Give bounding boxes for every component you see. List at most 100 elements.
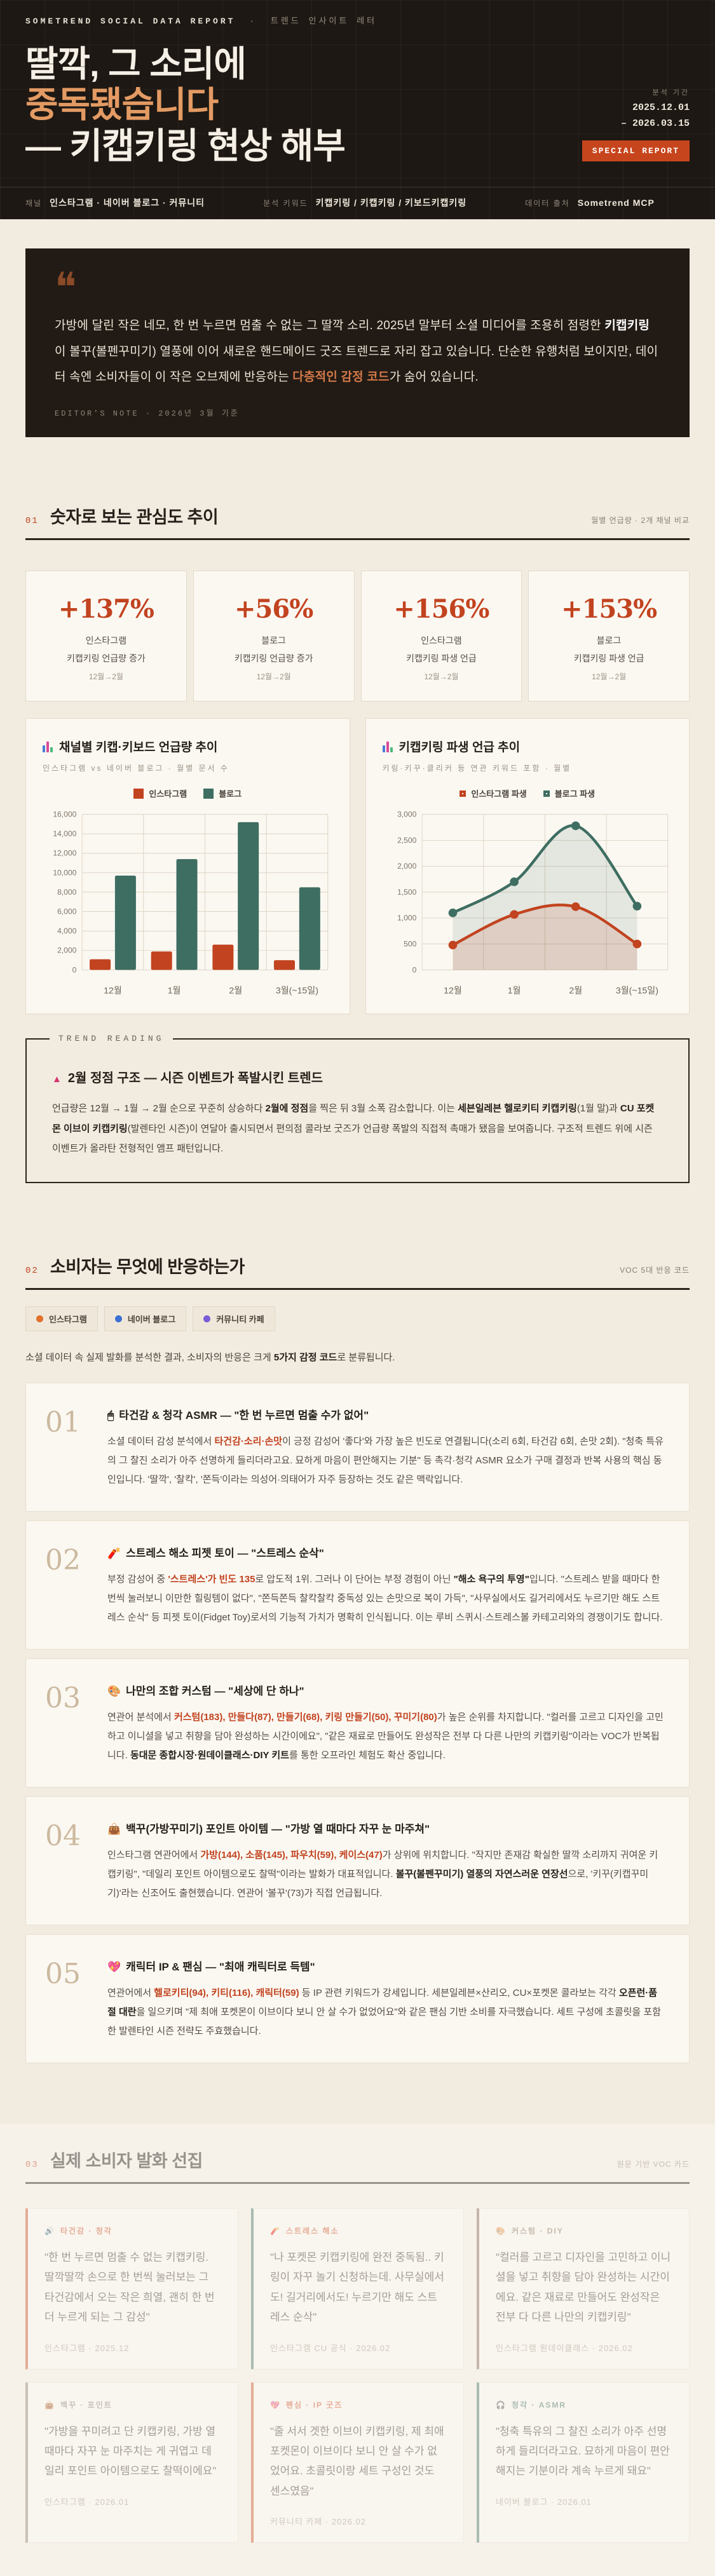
quote-text: "청축 특유의 그 찰진 소리가 아주 선명하게 들리더라고요. 묘하게 마음이… [496,2425,670,2478]
trend-reading-body: 언급량은 12월 → 1월 → 2월 순으로 꾸준히 상승하다 2월에 정점을 … [52,1103,655,1155]
section3-number: 03 [25,2159,39,2170]
legend-swatch-blog-derived [543,790,550,797]
voc-code-item-5: 05 💖 캐릭터 IP & 팬심 — "최애 캐릭터로 득템" 연관어에서 헬로키… [25,1934,690,2063]
bar-chart: 0 2,000 4,000 6,000 8,000 10,000 12,000 14,000 1… [53,810,329,996]
bar-chart-legend: 인스타그램 블로그 [43,787,333,799]
page-title: 딸깍, 그 소리에 중독됐습니다 — 키캡키링 현상 해부 [25,44,346,166]
section-quotes-wrapper: 03 실제 소비자 발화 선집 원문 기반 VOC 카드 🔊 타건감 · 청각 "… [0,2124,715,2576]
voc-code-item-1: 01 🖱 타건감 & 청각 ASMR — "한 번 누르면 멈출 수가 없어" 소… [25,1382,690,1512]
svg-text:12,000: 12,000 [53,849,76,858]
svg-text:2월: 2월 [569,986,582,996]
bar-chart-subtitle: 인스타그램 vs 네이버 블로그 · 월별 문서 수 [43,764,229,773]
stat-card: +153% 블로그 키캡키링 파생 언급 12월→2월 [528,571,690,702]
sparkling-heart-icon: 💖 [107,1960,121,1973]
svg-text:1월: 1월 [507,986,521,996]
voc-quote-card-4: 👜 백꾸 · 포인트 "가방을 꾸미려고 단 키캡키링, 가방 열 때마다 자꾸 … [25,2382,238,2544]
section2-intro: 소셜 데이터 속 실제 발화를 분석한 결과, 소비자의 반응은 크게 5가지 … [25,1352,395,1363]
quote-source: 인스타그램 원데이클래스 · 2026.02 [496,2343,633,2353]
svg-text:2,500: 2,500 [397,836,417,845]
quote-source: 인스타그램 · 2025.12 [44,2343,130,2353]
channel-chips: 인스타그램 네이버 블로그 커뮤니티 카페 [25,1306,690,1331]
trend-reading-box: TREND READING ▲ 2월 정점 구조 — 시즌 이벤트가 폭발시킨 트… [25,1034,690,1183]
dot-icon [203,1315,211,1322]
svg-text:2,000: 2,000 [57,946,77,955]
chip-community-cafe: 커뮤니티 카페 [193,1306,275,1331]
eyebrow: SOMETREND SOCIAL DATA REPORT · 트렌드 인사이트 … [0,0,715,26]
headphone-icon: 🎧 [496,2400,507,2410]
sparkling-heart-icon: 💖 [270,2400,281,2410]
editors-note: ❝ 가방에 달린 작은 네모, 한 번 누르면 멈출 수 없는 그 딸깍 소리.… [25,248,690,438]
voc-quote-card-6: 🎧 청각 · ASMR "청축 특유의 그 찰진 소리가 아주 선명하게 들리더라… [477,2382,690,2544]
quote-source: 인스타그램 · 2026.01 [44,2497,130,2507]
firecracker-icon: 🧨 [107,1547,121,1559]
palette-icon: 🎨 [107,1685,121,1697]
voc-code-item-4: 04 👜 백꾸(가방꾸미기) 포인트 아이템 — "가방 열 때마다 자꾸 눈 마… [25,1796,690,1925]
line-chart-legend: 인스타그램 파생 블로그 파생 [383,787,673,799]
palette-icon: 🎨 [496,2226,507,2235]
bar-chart-icon [382,741,393,752]
section2-number: 02 [25,1265,39,1276]
legend-swatch-blog [203,788,214,799]
svg-text:1,500: 1,500 [397,888,417,897]
stat-cards: +137% 인스타그램 키캡키링 언급량 증가 12월→2월 +56% 블로그 … [25,571,690,702]
bar-chart-title: 채널별 키캡·키보드 언급량 추이 [59,741,218,755]
voc-code-item-3: 03 🎨 나만의 조합 커스텀 — "세상에 단 하나" 연관어 분석에서 커스텀… [25,1658,690,1787]
voc-quote-card-5: 💖 팬심 · IP 굿즈 "줄 서서 겟한 이브이 키캡키링, 제 최애 포켓몬이… [251,2382,464,2544]
section1-number: 01 [25,516,39,527]
editors-note-text: 가방에 달린 작은 네모, 한 번 누르면 멈출 수 없는 그 딸깍 소리. 2… [55,318,658,384]
svg-text:1월: 1월 [168,986,181,996]
svg-text:1,000: 1,000 [397,914,417,923]
section-voc-codes: 02 소비자는 무엇에 반응하는가 VOC 5대 반응 코드 인스타그램 네이버… [25,1253,690,2063]
trend-reading-title: ▲ 2월 정점 구조 — 시즌 이벤트가 폭발시킨 트렌드 [52,1071,323,1086]
svg-text:6,000: 6,000 [57,907,77,916]
legend-swatch-instagram [133,788,144,799]
line-chart-card: 키캡키링 파생 언급 추이 키링·키꾸·클리커 등 연관 키워드 포함 · 월별… [365,718,690,1015]
svg-text:0: 0 [72,966,77,975]
newsletter-label: 트렌드 인사이트 레터 [270,17,378,26]
meta-channels: 채널 인스타그램 · 네이버 블로그 · 커뮤니티 [25,198,205,208]
svg-text:14,000: 14,000 [53,829,76,838]
voc-quote-card-1: 🔊 타건감 · 청각 "한 번 누르면 멈출 수 없는 키캡키링. 딸깍딸깍 손으… [25,2207,238,2369]
section2-side-label: VOC 5대 반응 코드 [620,1265,690,1275]
svg-text:10,000: 10,000 [53,869,76,878]
meta-source: 데이터 출처 Sometrend MCP [525,198,655,208]
svg-text:3월(~15일): 3월(~15일) [615,986,658,996]
quote-mark-icon: ❝ [55,264,77,312]
voc-code-item-2: 02 🧨 스트레스 해소 피젯 토이 — "스트레스 순삭" 부정 감성어 중 '… [25,1520,690,1650]
eyebrow-separator: · [249,17,257,26]
triangle-up-icon: ▲ [52,1074,62,1085]
voc-quote-card-3: 🎨 커스텀 · DIY "컬러를 고르고 디자인을 고민하고 이니셜을 넣고 취향… [477,2207,690,2369]
stat-card: +156% 인스타그램 키캡키링 파생 언급 12월→2월 [360,571,522,702]
quote-text: "나 포켓몬 키캡키링에 완전 중독됨.. 키링이 자꾸 놀기 신청하는데. 사… [270,2251,444,2324]
mouse-icon: 🖱 [107,1409,114,1421]
quote-source: 네이버 블로그 · 2026.01 [496,2497,592,2507]
section1-side-label: 월별 언급량 · 2개 채널 비교 [591,516,690,525]
handbag-icon: 👜 [44,2400,55,2410]
svg-text:16,000: 16,000 [53,810,76,819]
report-meta-bar: 채널 인스타그램 · 네이버 블로그 · 커뮤니티 분석 키워드 키캡키링 / … [0,187,715,219]
period-start: 2025.12.01 [632,102,690,113]
section1-title: 숫자로 보는 관심도 추이 [50,508,219,527]
quote-source: 인스타그램 CU 공식 · 2026.02 [270,2343,391,2353]
chip-naver-blog: 네이버 블로그 [104,1306,187,1331]
dot-icon [36,1315,43,1322]
section-interest-trend: 01 숫자로 보는 관심도 추이 월별 언급량 · 2개 채널 비교 +137%… [25,503,690,1183]
bar-chart-card: 채널별 키캡·키보드 언급량 추이 인스타그램 vs 네이버 블로그 · 월별 … [25,718,350,1015]
svg-text:0: 0 [412,966,416,975]
line-chart-subtitle: 키링·키꾸·클리커 등 연관 키워드 포함 · 월별 [382,764,572,773]
line-chart-title: 키캡키링 파생 언급 추이 [398,741,521,755]
section3-side-label: 원문 기반 VOC 카드 [616,2159,690,2169]
speaker-icon: 🔊 [44,2226,55,2235]
editors-note-footer: EDITOR'S NOTE · 2026년 3월 기준 [55,409,240,419]
handbag-icon: 👜 [107,1822,121,1835]
quote-text: "한 번 누르면 멈출 수 없는 키캡키링. 딸깍딸깍 손으로 한 번씩 눌러보… [44,2251,215,2324]
period-label: 분석 기간 [652,89,690,97]
quote-source: 커뮤니티 카페 · 2026.02 [270,2517,366,2527]
section1-header: 01 숫자로 보는 관심도 추이 월별 언급량 · 2개 채널 비교 [25,503,690,541]
analysis-period: 분석 기간 2025.12.01 – 2026.03.15 SPECIAL RE… [582,44,690,166]
svg-text:500: 500 [404,940,416,949]
svg-text:3월(~15일): 3월(~15일) [276,986,318,996]
special-report-badge: SPECIAL REPORT [582,140,690,161]
quote-text: "가방을 꾸미려고 단 키캡키링, 가방 열 때마다 자꾸 눈 마주치는 게 귀… [44,2425,217,2478]
